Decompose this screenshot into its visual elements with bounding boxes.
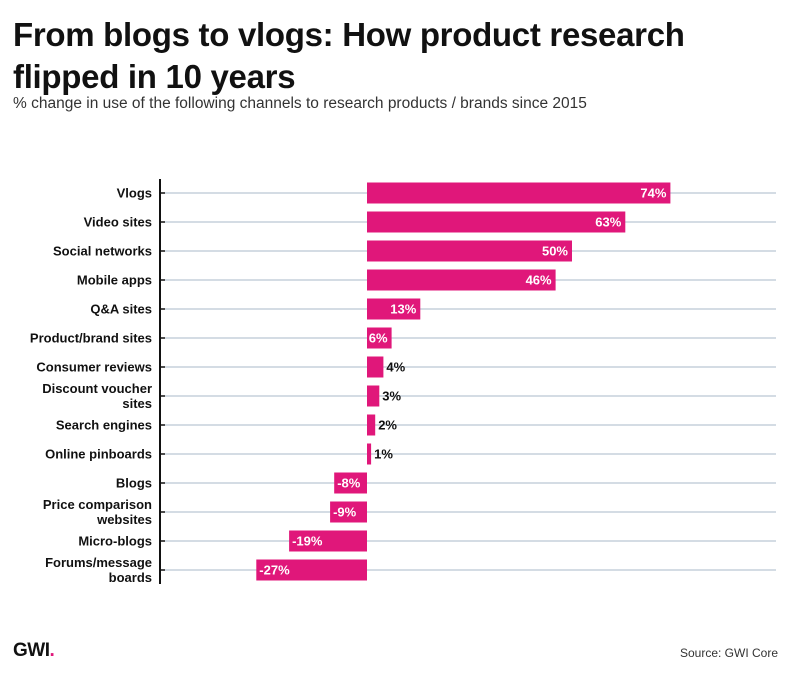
category-label: Social networks <box>53 244 152 259</box>
value-label: 6% <box>369 331 388 346</box>
logo-dot: . <box>49 640 55 661</box>
chart-subtitle: % change in use of the following channel… <box>13 95 587 112</box>
value-label: 2% <box>378 418 397 433</box>
category-label: Micro-blogs <box>78 534 152 549</box>
value-label: 50% <box>542 244 568 259</box>
value-label: 74% <box>640 186 666 201</box>
category-labels: Vlogs Video sites Social networks Mobile ap… <box>30 186 152 586</box>
chart-title: From blogs to vlogs: How product researc… <box>13 16 685 95</box>
value-label: 3% <box>382 389 401 404</box>
category-label: Search engines <box>56 418 152 433</box>
category-label: Video sites <box>84 215 152 230</box>
bar <box>367 211 626 233</box>
value-label: 1% <box>374 447 393 462</box>
value-label: 4% <box>386 360 405 375</box>
category-label: Blogs <box>116 476 152 491</box>
logo-text: GWI <box>13 640 50 661</box>
bar <box>367 269 556 291</box>
bar <box>367 356 384 378</box>
bar <box>334 472 367 494</box>
category-label: Q&A sites <box>90 302 152 317</box>
bar <box>367 443 372 465</box>
category-label: Price comparison websites <box>43 497 152 527</box>
value-label: 46% <box>526 273 552 288</box>
value-labels: 74% 63% 50% 46% 13%6% 4% 3% 2% 1% -8% -9% -19%-27% <box>259 186 667 578</box>
category-label: Forums/message boards <box>45 555 152 585</box>
bar <box>367 182 671 204</box>
bar <box>367 414 376 436</box>
category-label: Consumer reviews <box>36 360 152 375</box>
value-label: 13% <box>390 302 416 317</box>
bars <box>256 182 671 581</box>
bar <box>367 240 572 262</box>
bar <box>367 385 380 407</box>
bar <box>367 298 421 320</box>
category-label: Discount voucher sites <box>42 381 152 411</box>
gwi-logo: GWI. <box>13 640 55 662</box>
category-label: Online pinboards <box>45 447 152 462</box>
bar <box>289 530 367 552</box>
category-label: Vlogs <box>117 186 152 201</box>
value-label: -19% <box>292 534 323 549</box>
category-label: Product/brand sites <box>30 331 152 346</box>
value-label: -8% <box>337 476 361 491</box>
source-note: Source: GWI Core <box>679 646 778 660</box>
value-label: -9% <box>333 505 357 520</box>
category-label: Mobile apps <box>77 273 152 288</box>
bar <box>256 559 367 581</box>
value-label: -27% <box>259 563 290 578</box>
bar <box>367 327 392 349</box>
bar <box>330 501 367 523</box>
value-label: 63% <box>595 215 621 230</box>
